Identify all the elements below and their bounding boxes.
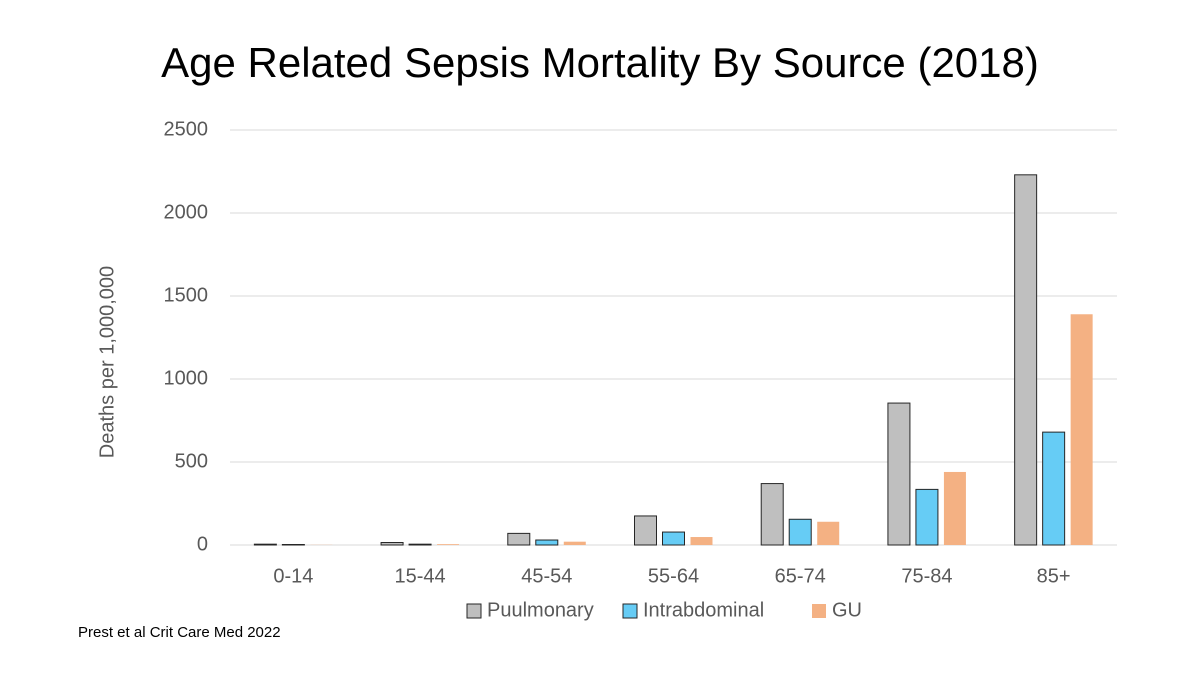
x-tick-label: 15-44 <box>394 565 445 587</box>
y-tick-label: 0 <box>197 533 208 555</box>
y-tick-label: 1000 <box>164 367 209 389</box>
bar <box>943 471 966 545</box>
legend-label: Intrabdominal <box>643 599 764 621</box>
y-axis-label: Deaths per 1,000,000 <box>96 266 118 458</box>
x-tick-label: 55-64 <box>648 565 699 587</box>
bar <box>1014 174 1038 546</box>
bar <box>507 532 531 546</box>
bar <box>1042 431 1066 546</box>
legend-swatch <box>622 603 638 619</box>
bar <box>380 542 404 546</box>
bar <box>915 488 939 546</box>
bar <box>253 543 277 546</box>
y-tick-label: 2500 <box>164 118 209 140</box>
bar <box>408 543 432 546</box>
source-note: Prest et al Crit Care Med 2022 <box>78 624 281 641</box>
bar <box>1070 314 1093 545</box>
bar <box>788 518 812 546</box>
bar <box>634 515 657 546</box>
x-tick-label: 75-84 <box>901 565 952 587</box>
x-tick-label: 0-14 <box>273 565 313 587</box>
legend-label: Puulmonary <box>487 599 594 621</box>
bar <box>437 544 460 545</box>
bar <box>563 541 586 545</box>
bar <box>887 402 911 546</box>
x-tick-label: 45-54 <box>521 565 572 587</box>
y-tick-label: 500 <box>175 450 208 472</box>
legend-label: GU <box>832 599 862 621</box>
chart-title: Age Related Sepsis Mortality By Source (… <box>161 39 1039 86</box>
legend-swatch <box>812 604 826 618</box>
y-tick-label: 2000 <box>164 201 209 223</box>
bar <box>662 531 685 546</box>
bar <box>760 483 784 546</box>
x-tick-label: 65-74 <box>775 565 826 587</box>
bar <box>690 537 713 545</box>
bar <box>535 539 559 546</box>
y-tick-label: 1500 <box>164 284 209 306</box>
legend-swatch <box>466 603 482 619</box>
x-tick-label: 85+ <box>1037 565 1071 587</box>
bar <box>817 521 840 545</box>
